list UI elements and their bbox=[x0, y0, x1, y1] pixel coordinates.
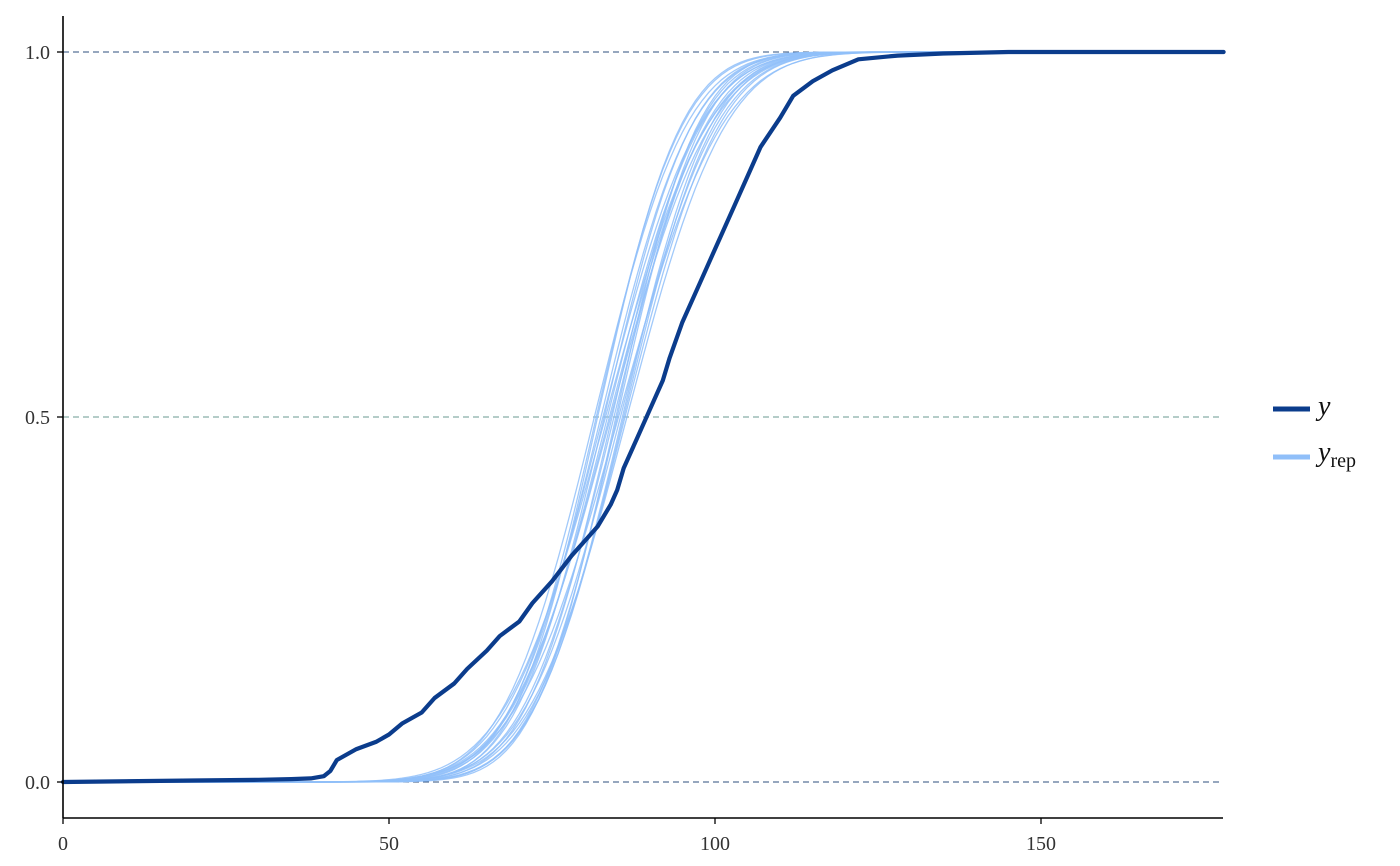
legend-label-yrep-subscript: rep bbox=[1330, 450, 1356, 472]
legend-label-y: y bbox=[1315, 391, 1331, 422]
x-tick-label-2: 100 bbox=[700, 833, 730, 855]
x-tick-label-1: 50 bbox=[379, 833, 399, 855]
axis-ticks: 0 50 100 150 0.0 0.5 1.0 bbox=[25, 42, 1056, 855]
legend-item-y: y bbox=[1273, 391, 1331, 422]
y-line bbox=[60, 49, 1226, 785]
x-tick-label-3: 150 bbox=[1026, 833, 1056, 855]
y-tick-label-2: 1.0 bbox=[25, 42, 50, 64]
y-series bbox=[60, 49, 1226, 785]
legend: y yrep bbox=[1273, 391, 1356, 472]
y-tick-label-1: 0.5 bbox=[25, 407, 50, 429]
reference-lines bbox=[63, 51, 1223, 783]
legend-label-yrep: yrep bbox=[1315, 437, 1356, 472]
x-tick-label-0: 0 bbox=[58, 833, 68, 855]
legend-label-yrep-main: y bbox=[1315, 437, 1331, 468]
y-tick-label-0: 0.0 bbox=[25, 772, 50, 794]
legend-item-yrep: yrep bbox=[1273, 437, 1356, 472]
